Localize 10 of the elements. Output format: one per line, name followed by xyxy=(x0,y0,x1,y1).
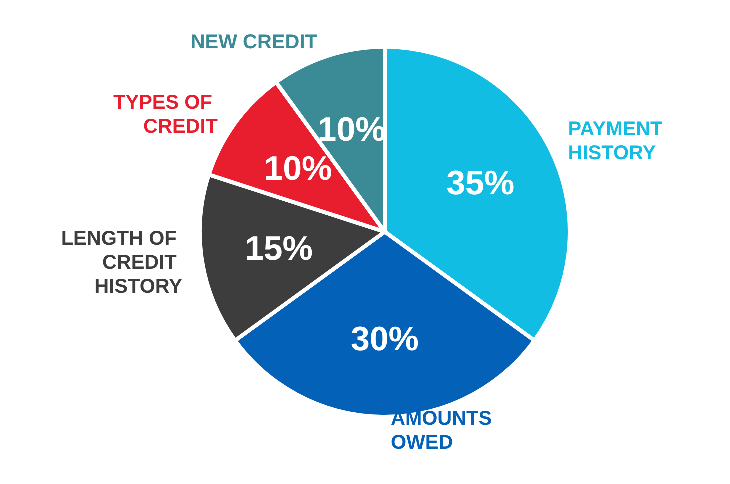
data-label: 10% xyxy=(264,150,332,188)
slice-label: TYPES OF CREDIT xyxy=(114,92,218,138)
slice-label: AMOUNTS OWED xyxy=(391,408,498,454)
data-label: 15% xyxy=(244,230,314,268)
data-label: 10% xyxy=(318,110,386,149)
data-label: 30% xyxy=(350,320,420,358)
slice-label: PAYMENT HISTORY xyxy=(568,118,668,165)
slice-label: NEW CREDIT xyxy=(190,32,318,54)
slice-label: LENGTH OF CREDIT HISTORY xyxy=(61,228,184,298)
data-label: 35% xyxy=(446,164,515,202)
